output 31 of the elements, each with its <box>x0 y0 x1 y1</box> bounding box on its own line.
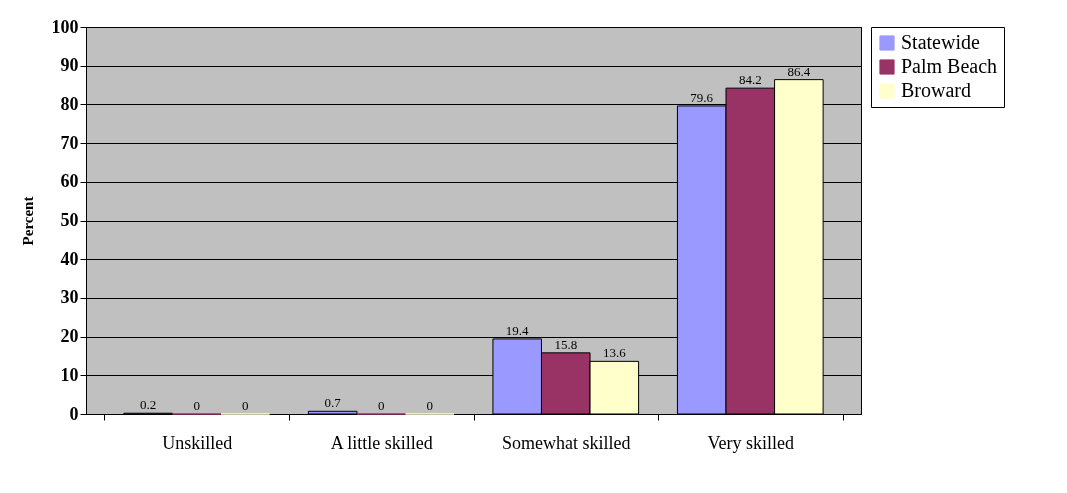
x-tick-label: Unskilled <box>162 432 233 453</box>
legend-label: Broward <box>901 79 971 101</box>
y-tick-label: 20 <box>60 326 79 347</box>
y-tick-label: 60 <box>60 171 79 192</box>
x-tick-label: A little skilled <box>330 432 433 453</box>
data-label: 15.8 <box>554 336 578 352</box>
data-label: 0 <box>242 398 249 413</box>
y-tick-label: 70 <box>60 132 79 153</box>
x-tick-label: Very skilled <box>707 432 795 453</box>
data-label: 0.2 <box>140 397 157 413</box>
x-tick-label: Somewhat skilled <box>502 432 631 453</box>
data-label: 86.4 <box>787 63 811 79</box>
data-label: 0 <box>426 398 434 413</box>
data-label: 0.7 <box>324 395 342 411</box>
legend-label: Statewide <box>901 31 980 53</box>
data-label: 84.2 <box>738 72 762 88</box>
y-tick-label: 50 <box>60 210 79 230</box>
y-tick-label: 90 <box>60 55 79 76</box>
legend-label: Palm Beach <box>901 55 998 77</box>
y-tick-label: 80 <box>60 93 79 114</box>
y-axis-title: Percent <box>19 196 36 246</box>
data-label: 13.6 <box>602 345 627 361</box>
y-tick-label: 100 <box>51 16 79 37</box>
data-label: 19.4 <box>505 322 530 338</box>
y-tick-label: 40 <box>60 248 79 269</box>
y-tick-label: 30 <box>60 287 79 308</box>
data-label: 79.6 <box>690 89 714 105</box>
y-tick-label: 0 <box>69 403 79 424</box>
y-tick-label: 10 <box>60 364 79 385</box>
data-label: 0 <box>193 398 200 413</box>
data-label: 0 <box>377 398 385 413</box>
